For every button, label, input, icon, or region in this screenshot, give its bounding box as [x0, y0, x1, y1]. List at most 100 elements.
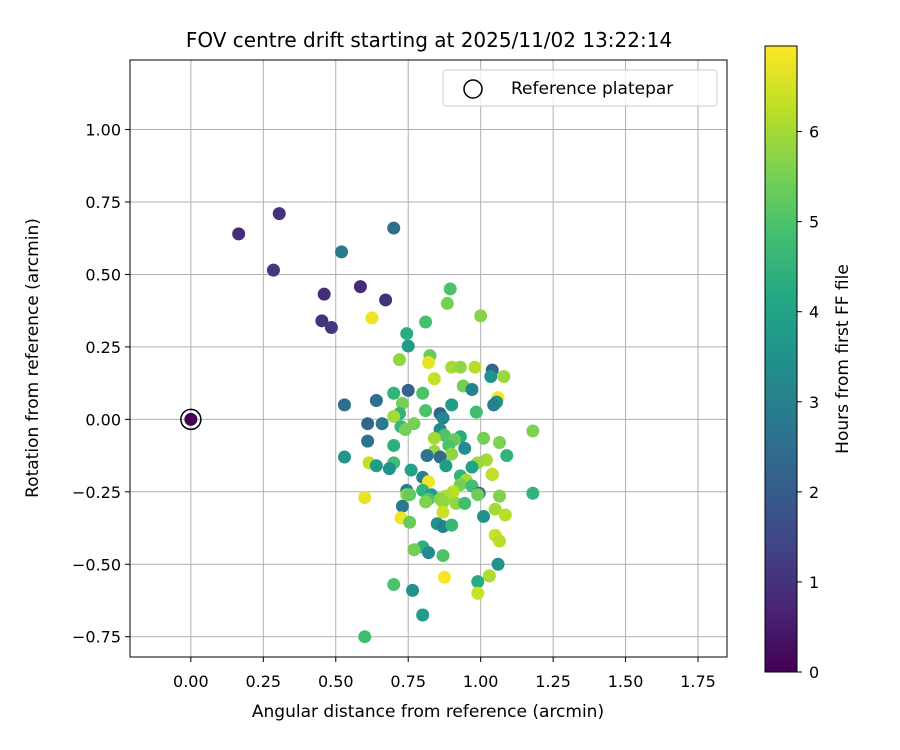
data-point	[458, 496, 472, 510]
data-point	[361, 434, 375, 448]
data-point	[266, 263, 280, 277]
data-point	[471, 488, 485, 502]
data-point	[436, 505, 450, 519]
data-point	[335, 245, 349, 259]
data-point	[437, 570, 451, 584]
data-point	[471, 586, 485, 600]
data-point	[379, 293, 393, 307]
colorbar: 0 1 2 3 4 5 6 Hours from first FF file	[764, 45, 853, 682]
data-point	[468, 360, 482, 374]
legend-marker-icon	[463, 79, 483, 99]
data-point	[436, 495, 450, 509]
data-point	[498, 508, 512, 522]
chart-title: FOV centre drift starting at 2025/11/02 …	[186, 28, 672, 52]
data-point	[445, 518, 459, 532]
data-point	[493, 489, 507, 503]
data-point	[395, 499, 409, 513]
data-point	[232, 227, 246, 241]
data-point	[375, 417, 389, 431]
data-point	[422, 356, 435, 370]
data-point	[315, 314, 329, 328]
x-tick-label: 1.00	[463, 672, 499, 691]
data-point	[493, 534, 507, 548]
y-tick-label: 0.50	[85, 265, 121, 284]
data-point	[526, 486, 540, 500]
data-point	[453, 360, 467, 374]
y-tick-label: 0.25	[85, 338, 121, 357]
reference-point	[184, 412, 198, 426]
data-point	[353, 280, 367, 294]
data-point	[436, 411, 450, 425]
colorbar-ticks: 0 1 2 3 4 5 6	[797, 123, 819, 682]
data-point	[491, 557, 505, 571]
colorbar-tick-label: 5	[809, 213, 819, 232]
colorbar-bar	[764, 45, 798, 673]
data-point	[395, 396, 409, 410]
data-point	[445, 398, 459, 412]
x-tick-label: 1.75	[680, 672, 716, 691]
data-point	[436, 549, 450, 563]
data-point	[458, 441, 472, 455]
x-tick-label: 1.25	[535, 672, 571, 691]
data-point	[387, 386, 401, 400]
data-point	[497, 369, 511, 383]
data-point	[317, 287, 331, 301]
data-point	[443, 282, 457, 296]
y-tick-label: 0.00	[85, 410, 121, 429]
data-point	[404, 463, 418, 477]
data-point	[401, 383, 415, 397]
x-tick-label: 0.00	[173, 672, 209, 691]
data-point	[398, 423, 412, 437]
legend: Reference platepar	[442, 69, 718, 107]
colorbar-tick-label: 0	[809, 663, 819, 682]
colorbar-tick-label: 6	[809, 123, 819, 142]
data-point	[393, 353, 407, 367]
grid-lines	[130, 60, 727, 657]
data-point	[419, 315, 433, 329]
y-tick-label: 0.75	[85, 193, 121, 212]
data-point	[477, 509, 491, 523]
colorbar-tick-label: 1	[809, 573, 819, 592]
data-point	[358, 630, 372, 644]
data-point	[416, 386, 430, 400]
data-point	[420, 449, 434, 463]
data-point	[387, 221, 401, 235]
data-point	[484, 369, 498, 383]
data-point	[482, 569, 496, 583]
data-point	[400, 327, 414, 341]
x-tick-label: 0.50	[318, 672, 354, 691]
data-point	[500, 449, 514, 463]
plot-frame	[129, 59, 728, 658]
data-point	[382, 462, 396, 476]
colorbar-tick-label: 3	[809, 393, 819, 412]
data-points	[180, 207, 540, 644]
y-axis-ticks: −0.75 −0.50 −0.25 0.00 0.25 0.50 0.75 1.00	[72, 121, 130, 647]
data-point	[401, 339, 415, 353]
colorbar-tick-label: 4	[809, 303, 819, 322]
data-point	[439, 459, 453, 473]
data-point	[437, 428, 451, 442]
data-point	[406, 583, 420, 597]
x-axis-label: Angular distance from reference (arcmin)	[252, 702, 604, 722]
y-tick-label: −0.75	[72, 628, 121, 647]
reference-point-ring	[180, 408, 202, 431]
data-point	[487, 398, 501, 412]
data-point	[369, 394, 383, 408]
data-point	[337, 398, 351, 412]
data-point	[465, 460, 479, 474]
data-point	[365, 311, 379, 325]
data-point	[477, 431, 491, 445]
legend-entry-reference-platepar: Reference platepar	[511, 79, 673, 99]
data-point	[361, 417, 375, 431]
x-axis-ticks: 0.00 0.25 0.50 0.75 1.00 1.25 1.50 1.75	[173, 657, 716, 691]
data-point	[471, 575, 485, 589]
data-point	[358, 491, 372, 505]
data-point	[427, 372, 441, 386]
data-point	[427, 431, 441, 445]
data-point	[474, 309, 488, 323]
y-axis-label: Rotation from reference (arcmin)	[23, 218, 43, 498]
x-tick-label: 1.50	[608, 672, 644, 691]
data-point	[445, 447, 459, 461]
data-point	[407, 543, 421, 557]
